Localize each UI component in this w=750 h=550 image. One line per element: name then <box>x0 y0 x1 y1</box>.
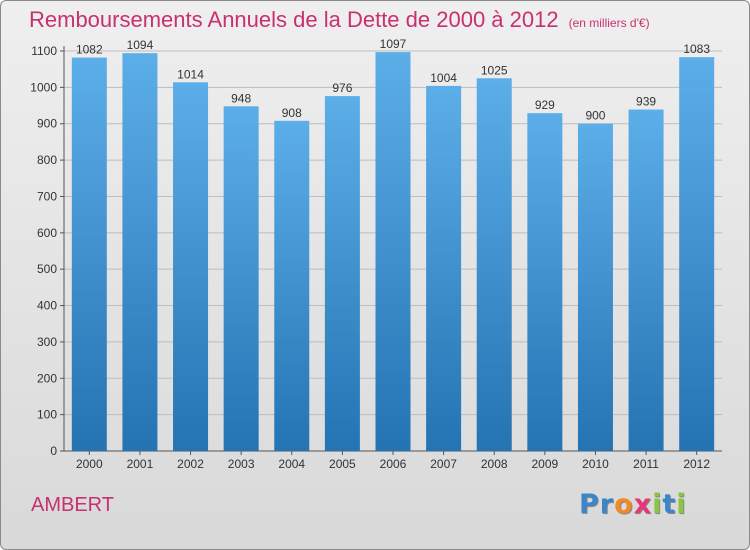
value-label: 1025 <box>481 63 508 77</box>
x-tick-label: 2001 <box>127 457 154 471</box>
bar <box>679 57 715 451</box>
value-label: 1014 <box>177 67 204 81</box>
bar <box>274 120 310 452</box>
y-tick-label: 0 <box>50 444 57 458</box>
x-tick-label: 2010 <box>582 457 609 471</box>
y-tick-label: 200 <box>37 371 57 385</box>
logo-letter: o <box>614 489 634 520</box>
y-tick-label: 500 <box>37 262 57 276</box>
value-label: 976 <box>332 81 352 95</box>
axes: 0 100 200 300 400 500 600 700 800 900 1000 1100 2000… <box>30 44 722 471</box>
value-label: 900 <box>585 109 605 123</box>
x-tick-label: 2012 <box>683 457 710 471</box>
bar <box>426 85 462 451</box>
logo-letter: x <box>633 489 653 520</box>
value-label: 1004 <box>430 71 457 85</box>
bar <box>173 82 209 451</box>
x-tick-label: 2008 <box>481 457 508 471</box>
value-label: 1082 <box>76 43 103 57</box>
y-tick-label: 300 <box>37 335 57 349</box>
bar <box>324 96 360 451</box>
x-tick-label: 2007 <box>430 457 457 471</box>
value-label: 929 <box>535 98 555 112</box>
x-tick-label: 2006 <box>380 457 407 471</box>
logo-letter: i <box>676 489 687 520</box>
value-label: 948 <box>231 91 251 105</box>
chart-title: Remboursements Annuels de la Dette de 20… <box>29 7 650 33</box>
x-tick-label: 2003 <box>228 457 255 471</box>
data-labels: 1082 1094 1014 948 908 976 1097 1004 1025 929 900 9… <box>76 37 710 123</box>
bar <box>527 113 563 451</box>
y-tick-label: 1000 <box>30 80 57 94</box>
value-label: 1094 <box>127 38 154 52</box>
logo-letter: t <box>662 489 677 520</box>
y-tick-label: 900 <box>37 117 57 131</box>
bar <box>628 109 664 451</box>
logo-letter: P <box>579 489 600 520</box>
value-label: 1097 <box>380 37 407 51</box>
x-tick-label: 2002 <box>177 457 204 471</box>
y-tick-label: 1100 <box>31 44 57 58</box>
bar <box>476 78 512 451</box>
bar <box>223 106 259 451</box>
bar <box>122 53 158 451</box>
x-tick-label: 2004 <box>278 457 305 471</box>
y-tick-label: 800 <box>37 153 57 167</box>
bar <box>71 57 107 451</box>
bar <box>577 123 613 452</box>
logo-letter: i <box>652 489 663 520</box>
x-tick-label: 2000 <box>76 457 103 471</box>
chart-title-text: Remboursements Annuels de la Dette de 20… <box>29 7 559 32</box>
x-tick-label: 2009 <box>531 457 558 471</box>
value-label: 939 <box>636 95 656 109</box>
y-tick-label: 100 <box>37 408 57 422</box>
y-tick-label: 400 <box>37 299 57 313</box>
x-tick-label: 2011 <box>633 457 659 471</box>
y-tick-label: 700 <box>37 189 57 203</box>
y-tick-label: 600 <box>37 226 57 240</box>
x-tick-label: 2005 <box>329 457 356 471</box>
bars <box>71 52 715 452</box>
proxiti-logo: Proxiti <box>579 489 687 520</box>
logo-letter: r <box>599 489 615 520</box>
value-label: 1083 <box>683 42 710 56</box>
city-name: AMBERT <box>31 494 114 516</box>
chart-unit: (en milliers d'€) <box>568 16 650 30</box>
value-label: 908 <box>282 106 302 120</box>
bar <box>375 52 411 451</box>
